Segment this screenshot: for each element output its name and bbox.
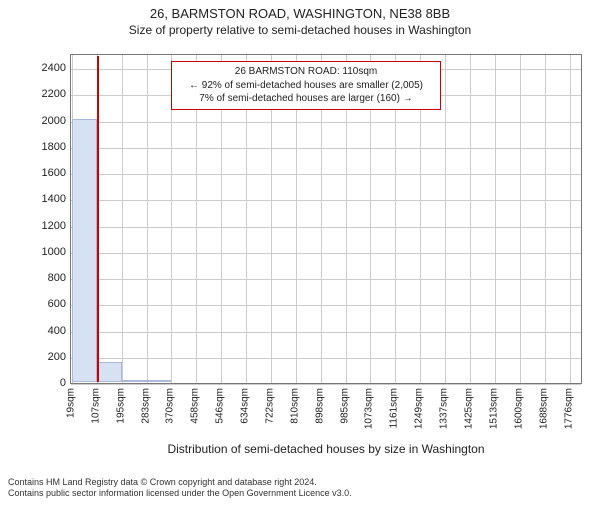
gridline-v: [545, 55, 546, 383]
callout-line-3: 7% of semi-detached houses are larger (1…: [178, 92, 434, 106]
x-tick-label: 19sqm: [66, 388, 77, 418]
gridline-v: [147, 55, 148, 383]
x-tick-label: 107sqm: [90, 388, 101, 424]
gridline-v: [122, 55, 123, 383]
y-tick-label: 2000: [26, 115, 66, 127]
x-tick-label: 810sqm: [289, 388, 300, 424]
x-tick-label: 370sqm: [165, 388, 176, 424]
x-tick-label: 1688sqm: [538, 388, 549, 429]
x-tick-label: 458sqm: [190, 388, 201, 424]
plot-area: 26 BARMSTON ROAD: 110sqm ← 92% of semi-d…: [70, 54, 582, 384]
chart-subtitle: Size of property relative to semi-detach…: [0, 23, 600, 37]
y-tick-label: 1400: [26, 193, 66, 205]
y-tick-label: 400: [26, 325, 66, 337]
x-tick-label: 195sqm: [115, 388, 126, 424]
x-tick-label: 898sqm: [314, 388, 325, 424]
reference-marker-line: [97, 56, 99, 382]
callout-line-1: 26 BARMSTON ROAD: 110sqm: [178, 65, 434, 79]
x-tick-label: 283sqm: [140, 388, 151, 424]
y-tick-label: 1800: [26, 141, 66, 153]
chart-title: 26, BARMSTON ROAD, WASHINGTON, NE38 8BB: [0, 6, 600, 21]
x-tick-label: 1161sqm: [389, 388, 400, 428]
gridline-v: [570, 55, 571, 383]
marker-callout: 26 BARMSTON ROAD: 110sqm ← 92% of semi-d…: [171, 61, 441, 110]
y-tick-label: 600: [26, 298, 66, 310]
y-tick-label: 1600: [26, 167, 66, 179]
histogram-bar: [122, 380, 147, 382]
x-tick-label: 546sqm: [215, 388, 226, 424]
y-tick-label: 1000: [26, 246, 66, 258]
x-tick-label: 1513sqm: [489, 388, 500, 429]
gridline-v: [445, 55, 446, 383]
y-tick-label: 800: [26, 272, 66, 284]
y-tick-label: 0: [26, 377, 66, 389]
x-tick-label: 1425sqm: [464, 388, 475, 429]
gridline-v: [470, 55, 471, 383]
x-tick-label: 634sqm: [240, 388, 251, 424]
gridline-h: [71, 384, 581, 385]
y-tick-label: 200: [26, 351, 66, 363]
y-tick-label: 1200: [26, 220, 66, 232]
attribution: Contains HM Land Registry data © Crown c…: [8, 477, 352, 500]
gridline-v: [495, 55, 496, 383]
histogram-bar: [147, 380, 172, 382]
x-tick-label: 1337sqm: [439, 388, 450, 429]
attribution-line-1: Contains HM Land Registry data © Crown c…: [8, 477, 352, 489]
chart-area: Number of semi-detached properties 26 BA…: [70, 54, 582, 384]
x-tick-label: 985sqm: [339, 388, 350, 424]
x-tick-label: 1776sqm: [563, 388, 574, 429]
x-tick-label: 1600sqm: [513, 388, 524, 429]
attribution-line-2: Contains public sector information licen…: [8, 488, 352, 500]
x-tick-label: 722sqm: [265, 388, 276, 424]
figure: 26, BARMSTON ROAD, WASHINGTON, NE38 8BB …: [0, 6, 600, 506]
histogram-bar: [97, 362, 122, 382]
histogram-bar: [72, 119, 97, 382]
x-tick-label: 1249sqm: [414, 388, 425, 429]
x-axis-label: Distribution of semi-detached houses by …: [70, 442, 582, 456]
callout-line-2: ← 92% of semi-detached houses are smalle…: [178, 79, 434, 93]
x-tick-label: 1073sqm: [364, 388, 375, 429]
y-tick-label: 2200: [26, 88, 66, 100]
y-tick-label: 2400: [26, 62, 66, 74]
gridline-v: [520, 55, 521, 383]
